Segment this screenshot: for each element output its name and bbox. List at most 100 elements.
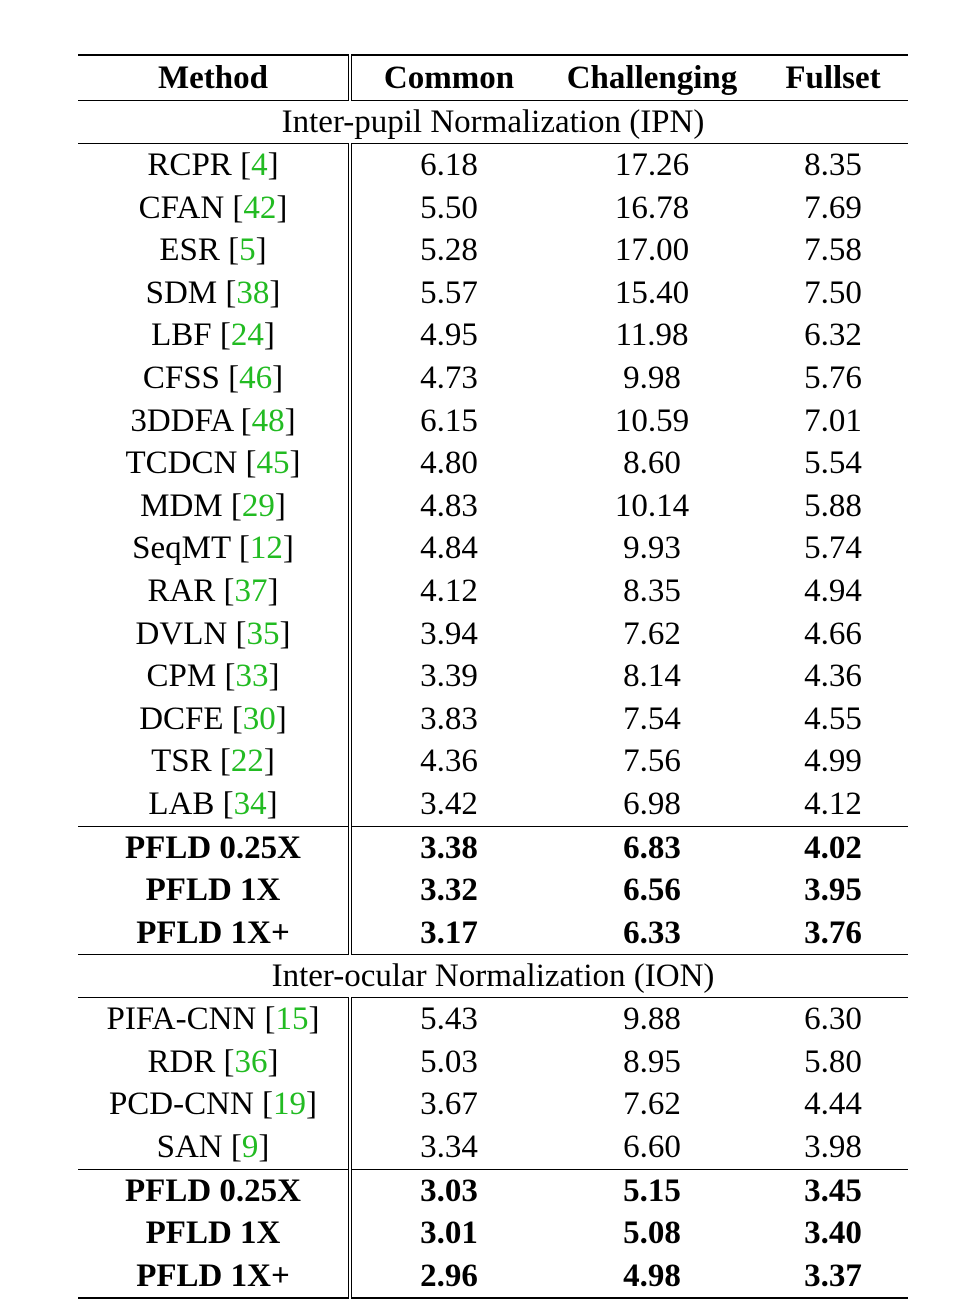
citation-close-bracket: ] — [279, 615, 291, 652]
common-value: 3.32 — [420, 872, 478, 909]
challenging-value: 7.62 — [623, 1086, 681, 1123]
common-value: 3.94 — [420, 615, 478, 652]
challenging-value: 11.98 — [615, 317, 689, 354]
common-value: 3.17 — [420, 914, 478, 951]
challenging-value: 17.00 — [614, 232, 690, 269]
fullset-value: 7.01 — [804, 402, 862, 439]
citation-close-bracket: ] — [269, 274, 281, 311]
common-value: 4.95 — [420, 317, 478, 354]
method-cell: SAN [9] — [78, 1126, 352, 1170]
challenging-value: 15.40 — [614, 274, 690, 311]
fullset-value: 3.40 — [804, 1215, 862, 1252]
citation-ref: 19 — [273, 1086, 307, 1123]
citation-open-bracket: [ — [245, 445, 257, 482]
citation-open-bracket: [ — [219, 743, 231, 780]
section-title: Inter-ocular Normalization (ION) — [78, 954, 908, 999]
table-row: RCPR [4] 6.18 17.26 8.35 — [78, 143, 908, 187]
citation-close-bracket: ] — [284, 402, 296, 439]
method-cell: 3DDFA [48] — [78, 399, 352, 443]
challenging-value: 10.14 — [614, 487, 690, 524]
challenging-value: 4.98 — [546, 1254, 758, 1300]
citation-ref: 5 — [239, 232, 256, 269]
common-value: 4.73 — [420, 359, 478, 396]
fullset-value: 4.12 — [804, 785, 862, 822]
citation-open-bracket: [ — [240, 402, 252, 439]
results-table-container: Method Common Challenging Fullset Inter-… — [78, 54, 908, 1300]
table-row-ours: PFLD 1X+ 2.96 4.98 3.37 — [78, 1254, 908, 1300]
method-cell: PFLD 0.25X — [78, 1168, 352, 1213]
fullset-value: 5.76 — [804, 359, 862, 396]
method-name: DCFE — [139, 700, 224, 737]
method-cell: CPM [33] — [78, 655, 352, 698]
method-cell: PFLD 0.25X — [78, 825, 352, 870]
citation-close-bracket: ] — [267, 572, 279, 609]
section-title: Inter-pupil Normalization (IPN) — [78, 100, 908, 144]
citation-open-bracket: [ — [232, 189, 244, 226]
citation-close-bracket: ] — [267, 147, 279, 183]
method-cell: LAB [34] — [78, 782, 352, 826]
header-row: Method Common Challenging Fullset — [78, 54, 908, 101]
table-row: CFAN [42] 5.50 16.78 7.69 — [78, 186, 908, 230]
fullset-value: 4.94 — [804, 572, 862, 609]
citation-close-bracket: ] — [282, 530, 294, 567]
table-row: TSR [22] 4.36 7.56 4.99 — [78, 740, 908, 783]
citation-open-bracket: [ — [228, 232, 240, 269]
challenging-value: 6.33 — [623, 914, 681, 951]
method-cell: ESR [5] — [78, 229, 352, 272]
table-row: LBF [24] 4.95 11.98 6.32 — [78, 314, 908, 357]
fullset-value: 7.69 — [804, 189, 862, 226]
challenging-value: 7.62 — [623, 615, 681, 652]
common-value: 5.28 — [420, 232, 478, 269]
common-value: 5.03 — [420, 1043, 478, 1080]
citation-close-bracket: ] — [263, 317, 275, 354]
citation-ref: 42 — [243, 189, 277, 226]
citation-close-bracket: ] — [267, 1043, 279, 1080]
table-row: SeqMT [12] 4.84 9.93 5.74 — [78, 527, 908, 570]
common-value: 5.43 — [420, 1001, 478, 1038]
method-name: CPM — [146, 658, 217, 695]
method-name: ESR — [159, 232, 220, 269]
section-title-row: Inter-ocular Normalization (ION) — [78, 954, 908, 999]
fullset-value: 5.54 — [804, 445, 862, 482]
citation-close-bracket: ] — [276, 189, 288, 226]
table-row-ours: PFLD 0.25X 3.38 6.83 4.02 — [78, 825, 908, 870]
citation-close-bracket: ] — [308, 1001, 320, 1038]
table-row: MDM [29] 4.83 10.14 5.88 — [78, 484, 908, 528]
citation-ref: 45 — [256, 445, 290, 482]
header-common: Common — [350, 54, 546, 101]
method-name: PIFA-CNN — [106, 1001, 257, 1038]
common-value: 4.36 — [420, 743, 478, 780]
method-name: SeqMT — [132, 530, 231, 567]
citation-open-bracket: [ — [230, 1129, 242, 1166]
fullset-value: 5.74 — [804, 530, 862, 567]
fullset-value: 5.88 — [804, 487, 862, 524]
fullset-value: 7.50 — [804, 274, 862, 311]
citation-ref: 24 — [230, 317, 264, 354]
method-cell: RDR [36] — [78, 1040, 352, 1084]
common-value: 3.03 — [350, 1168, 546, 1213]
method-cell: MDM [29] — [78, 484, 352, 528]
method-cell: DVLN [35] — [78, 612, 352, 656]
challenging-value: 6.83 — [546, 825, 758, 870]
citation-close-bracket: ] — [255, 232, 267, 269]
citation-close-bracket: ] — [258, 1129, 270, 1166]
common-value: 4.12 — [420, 572, 478, 609]
table-row: CPM [33] 3.39 8.14 4.36 — [78, 655, 908, 698]
method-cell: SDM [38] — [78, 271, 352, 315]
citation-close-bracket: ] — [306, 1086, 318, 1123]
common-value: 3.39 — [420, 658, 478, 695]
method-cell: DCFE [30] — [78, 697, 352, 741]
results-table: Method Common Challenging Fullset Inter-… — [78, 54, 908, 1300]
fullset-value: 6.30 — [804, 1001, 862, 1038]
fullset-value: 3.37 — [758, 1254, 908, 1300]
common-value: 3.67 — [420, 1086, 478, 1123]
method-name: 3DDFA — [130, 402, 233, 439]
citation-ref: 35 — [246, 615, 280, 652]
common-value: 3.34 — [420, 1129, 478, 1166]
common-value: 4.80 — [420, 445, 478, 482]
common-value: 6.18 — [420, 147, 478, 183]
citation-ref: 30 — [242, 700, 276, 737]
table-row: DVLN [35] 3.94 7.62 4.66 — [78, 612, 908, 656]
method-cell: RAR [37] — [78, 569, 352, 613]
common-value: 3.83 — [420, 700, 478, 737]
